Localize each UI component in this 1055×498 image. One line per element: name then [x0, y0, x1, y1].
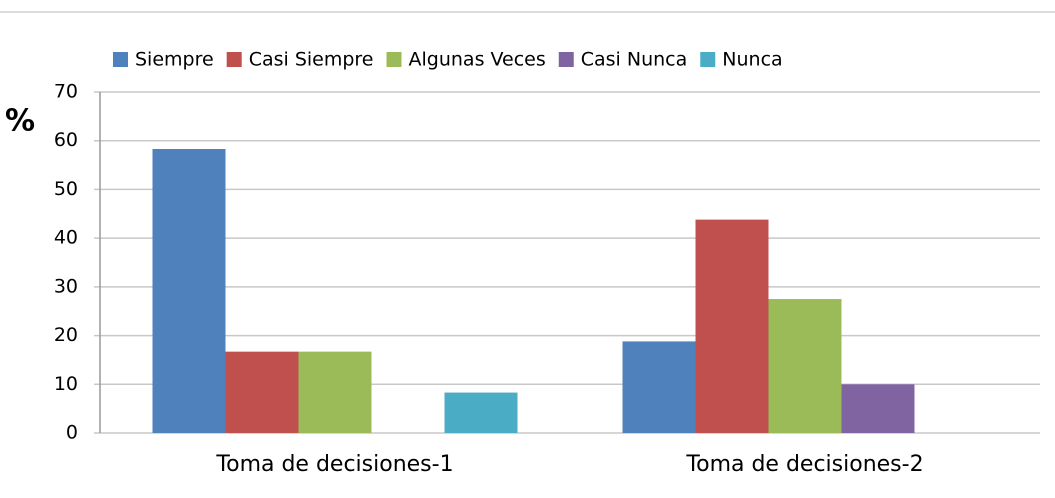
bar	[298, 351, 372, 433]
legend-swatch	[386, 52, 402, 67]
y-tick-label: 70	[54, 81, 78, 103]
legend-swatch	[700, 52, 716, 67]
y-tick-label: 20	[54, 324, 78, 346]
legend-swatch	[226, 52, 242, 67]
bar	[225, 351, 299, 433]
legend-label: Casi Siempre	[249, 49, 374, 71]
x-tick-label: Toma de decisiones-2	[685, 452, 923, 477]
y-tick-label: 10	[54, 373, 78, 395]
legend-swatch	[558, 52, 574, 67]
x-tick-label: Toma de decisiones-1	[215, 452, 453, 477]
bar	[695, 219, 769, 433]
bar	[444, 392, 518, 433]
legend-label: Nunca	[722, 49, 782, 71]
y-tick-label: 0	[66, 422, 78, 444]
legend-swatch	[113, 52, 128, 67]
y-tick-label: 50	[54, 178, 78, 200]
bar	[768, 299, 842, 433]
bar	[152, 148, 226, 433]
y-axis-label: %	[5, 104, 35, 139]
legend-label: Siempre	[135, 49, 214, 71]
y-tick-label: 30	[54, 275, 78, 297]
y-tick-label: 60	[54, 129, 78, 151]
bar	[622, 341, 696, 433]
bar	[841, 384, 915, 433]
legend-label: Algunas Veces	[409, 49, 546, 71]
y-tick-label: 40	[54, 227, 78, 249]
legend-label: Casi Nunca	[581, 49, 688, 71]
